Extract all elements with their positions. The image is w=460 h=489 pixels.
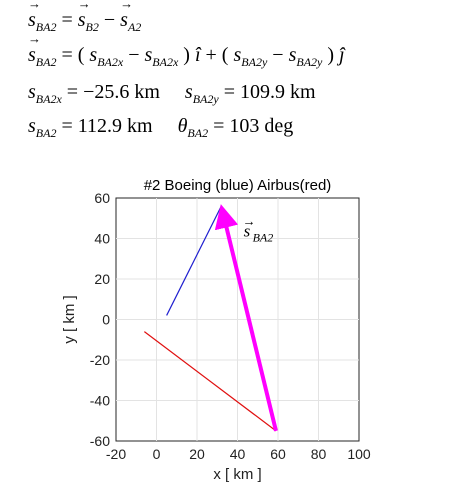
eq2-j-hat: ĵ <box>339 44 345 66</box>
eq2-a-subscript: BA2x <box>97 55 124 69</box>
equation-magnitude-angle: sBA2 = 112.9 km θBA2 = 103 deg <box>28 115 294 140</box>
eq1-lhs-subscript: BA2 <box>35 20 57 34</box>
eq2-d-symbol: s <box>288 44 297 66</box>
eq4-s-value: 112.9 km <box>77 115 153 137</box>
eq3-sy-value: 109.9 km <box>240 81 316 103</box>
y-tick-label: 60 <box>94 190 110 206</box>
vector-label-symbol: s <box>244 221 251 240</box>
eq2-lhs-symbol: s <box>28 44 36 66</box>
eq4-s-subscript: BA2 <box>35 126 57 140</box>
eq1-term2-symbol: s <box>120 9 128 31</box>
series-line-1 <box>166 205 222 316</box>
x-tick-label: 20 <box>189 446 205 462</box>
eq3-sx-subscript: BA2x <box>35 92 62 106</box>
eq3-sx-value: −25.6 km <box>83 81 160 103</box>
y-tick-label: 0 <box>102 312 110 328</box>
y-tick-label: 20 <box>94 271 110 287</box>
x-tick-label: -20 <box>106 446 126 462</box>
y-axis-label: y [ km ] <box>61 295 78 343</box>
tick-labels: -20 0 20 40 60 80 100 60 40 20 0 -20 -40 -60 <box>90 190 371 462</box>
equation-vector-difference: sBA2 = sB2 − sA2 <box>28 10 141 33</box>
eq2-lhs-subscript: BA2 <box>35 55 57 69</box>
y-tick-label: 40 <box>94 231 110 247</box>
vector-label-subscript: BA2 <box>253 230 274 244</box>
eq2-d-subscript: BA2y <box>296 55 323 69</box>
equation-component-values: sBA2x = −25.6 km sBA2y = 109.9 km <box>28 81 316 106</box>
eq4-theta-subscript: BA2 <box>187 126 209 140</box>
equation-components: sBA2 = ( sBA2x − sBA2x ) î + ( sBA2y − s… <box>28 45 345 68</box>
data-series <box>143 205 277 432</box>
vector-label: → s BA2 <box>243 213 274 244</box>
eq4-s-symbol: s <box>28 115 36 137</box>
eq1-term2-subscript: A2 <box>127 20 142 34</box>
x-tick-label: 40 <box>230 446 246 462</box>
eq1-term1-subscript: B2 <box>85 20 99 34</box>
vector-label-arrow-icon: → <box>243 213 256 228</box>
eq2-i-hat: î <box>194 44 201 66</box>
eq2-b-subscript: BA2x <box>152 55 179 69</box>
eq2-b-symbol: s <box>144 44 153 66</box>
grid-lines <box>116 198 359 441</box>
y-tick-label: -40 <box>90 393 110 409</box>
eq1-term1-symbol: s <box>78 9 86 31</box>
eq4-theta-value: 103 deg <box>229 115 294 137</box>
series-line-2 <box>143 331 277 432</box>
eq3-sy-symbol: s <box>184 81 193 103</box>
eq3-sy-subscript: BA2y <box>192 92 219 106</box>
y-tick-label: -20 <box>90 352 110 368</box>
eq1-lhs-symbol: s <box>28 9 36 31</box>
x-tick-label: 80 <box>311 446 327 462</box>
x-tick-label: 60 <box>270 446 286 462</box>
eq3-sx-symbol: s <box>28 81 36 103</box>
eq4-theta-symbol: θ <box>177 115 188 137</box>
eq2-c-symbol: s <box>233 44 242 66</box>
x-axis-label: x [ km ] <box>213 466 261 483</box>
x-tick-label: 0 <box>153 446 161 462</box>
eq2-a-symbol: s <box>89 44 98 66</box>
chart-title: #2 Boeing (blue) Airbus(red) <box>144 177 332 194</box>
y-tick-label: -60 <box>90 433 110 449</box>
eq2-c-subscript: BA2y <box>241 55 268 69</box>
x-tick-label: 100 <box>347 446 371 462</box>
displacement-vector-arrow <box>214 204 278 432</box>
